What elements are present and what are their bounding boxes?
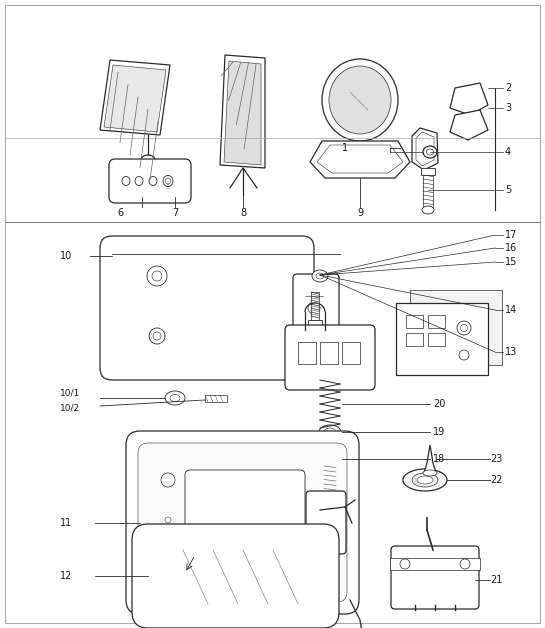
Polygon shape [424, 445, 436, 473]
Polygon shape [450, 83, 488, 115]
FancyBboxPatch shape [285, 325, 375, 390]
FancyBboxPatch shape [138, 443, 347, 602]
Ellipse shape [141, 155, 155, 165]
Bar [308, 320, 322, 328]
Polygon shape [412, 128, 438, 170]
Bar [410, 290, 502, 365]
Text: 23: 23 [490, 454, 502, 464]
Ellipse shape [427, 149, 433, 155]
Text: 10/1: 10/1 [60, 389, 80, 398]
Polygon shape [220, 55, 265, 168]
Text: 18: 18 [433, 454, 445, 464]
Ellipse shape [461, 325, 468, 332]
Ellipse shape [163, 175, 173, 187]
Text: 6: 6 [117, 208, 123, 218]
Ellipse shape [329, 66, 391, 134]
Ellipse shape [161, 543, 175, 557]
Text: 22: 22 [490, 475, 502, 485]
Text: 5: 5 [505, 185, 511, 195]
Bar [423, 175, 433, 207]
FancyBboxPatch shape [109, 159, 191, 203]
Ellipse shape [423, 470, 437, 476]
Text: 11: 11 [60, 518, 72, 528]
Ellipse shape [412, 473, 438, 487]
Text: 10/2: 10/2 [60, 404, 80, 413]
Bar [406, 333, 423, 346]
Ellipse shape [319, 425, 341, 439]
Text: 19: 19 [433, 427, 445, 437]
Text: 20: 20 [433, 399, 445, 409]
Bar [342, 342, 360, 364]
Text: 13: 13 [505, 347, 517, 357]
Polygon shape [450, 110, 488, 140]
Bar [428, 333, 445, 346]
Text: 15: 15 [505, 257, 517, 267]
FancyBboxPatch shape [132, 524, 339, 628]
Ellipse shape [322, 59, 398, 141]
FancyBboxPatch shape [185, 470, 305, 555]
Bar [421, 168, 435, 175]
Text: 16: 16 [505, 243, 517, 253]
Polygon shape [310, 141, 410, 178]
Ellipse shape [422, 206, 434, 214]
Ellipse shape [457, 321, 471, 335]
Text: 12: 12 [60, 571, 72, 581]
Ellipse shape [149, 328, 165, 344]
Ellipse shape [165, 391, 185, 405]
FancyBboxPatch shape [126, 431, 359, 614]
Text: 21: 21 [490, 575, 502, 585]
Ellipse shape [149, 176, 157, 185]
Ellipse shape [460, 559, 470, 569]
Ellipse shape [135, 176, 143, 185]
FancyBboxPatch shape [100, 236, 314, 380]
Bar [311, 292, 319, 320]
Ellipse shape [400, 559, 410, 569]
Ellipse shape [417, 476, 433, 484]
Text: 2: 2 [505, 83, 511, 93]
Ellipse shape [308, 302, 320, 314]
Bar [390, 558, 480, 570]
Bar [324, 464, 336, 494]
Bar [406, 315, 423, 328]
Text: 10: 10 [60, 251, 72, 261]
Text: 9: 9 [357, 208, 363, 218]
Polygon shape [224, 61, 261, 165]
Ellipse shape [423, 146, 437, 158]
Ellipse shape [166, 178, 171, 184]
Ellipse shape [122, 176, 130, 185]
Ellipse shape [459, 350, 469, 360]
Text: 8: 8 [240, 208, 246, 218]
FancyBboxPatch shape [306, 491, 346, 554]
Ellipse shape [153, 332, 161, 340]
Bar [396, 303, 488, 375]
Text: 1: 1 [342, 143, 348, 153]
Ellipse shape [165, 517, 171, 523]
Polygon shape [104, 65, 166, 132]
Ellipse shape [316, 273, 324, 279]
Text: 4: 4 [505, 147, 511, 157]
Bar [205, 395, 227, 402]
Ellipse shape [147, 266, 167, 286]
Ellipse shape [403, 469, 447, 491]
Ellipse shape [152, 271, 162, 281]
Bar [428, 315, 445, 328]
Text: 3: 3 [505, 103, 511, 113]
Ellipse shape [161, 473, 175, 487]
Ellipse shape [312, 270, 328, 282]
Bar [318, 454, 342, 464]
Text: 14: 14 [505, 305, 517, 315]
Text: 17: 17 [505, 230, 517, 240]
Bar [320, 342, 338, 364]
Bar [298, 342, 316, 364]
FancyBboxPatch shape [391, 546, 479, 609]
Polygon shape [100, 60, 170, 135]
Text: 7: 7 [172, 208, 178, 218]
FancyBboxPatch shape [293, 274, 339, 342]
Ellipse shape [170, 394, 180, 401]
Ellipse shape [324, 428, 336, 436]
